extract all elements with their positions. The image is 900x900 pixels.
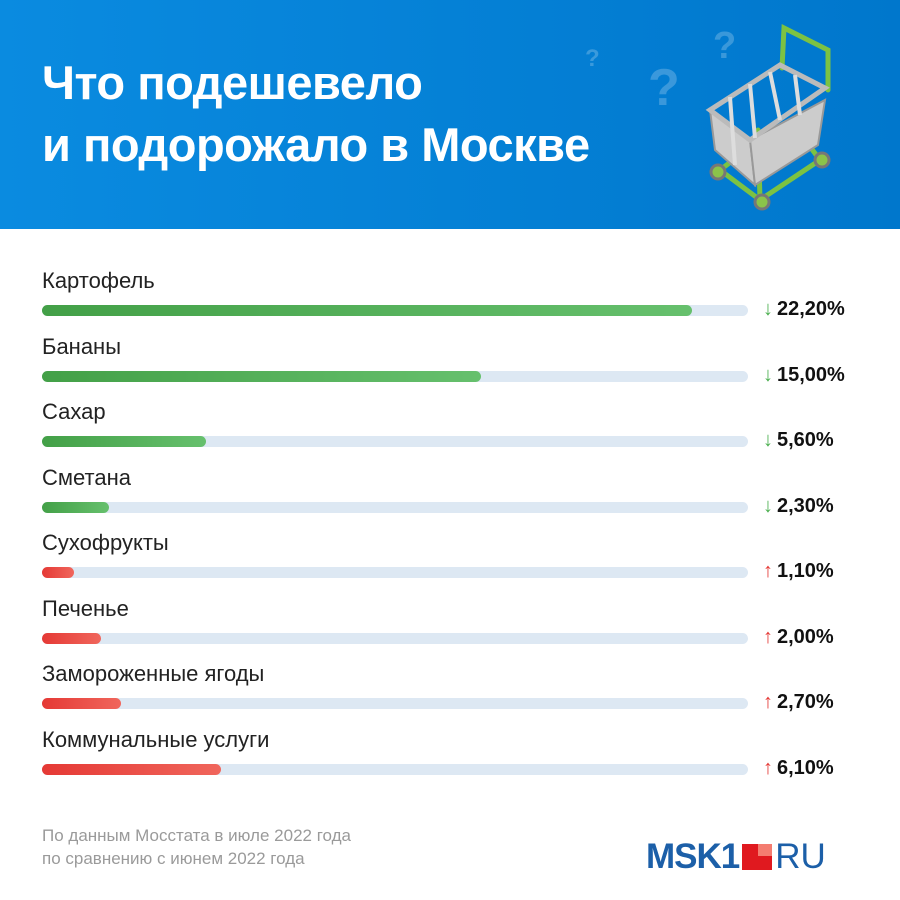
category-label: Замороженные ягоды (42, 661, 265, 686)
value-label: ↑ 2,00% (760, 626, 834, 649)
shopping-cart-icon (705, 24, 831, 211)
bar-track (42, 305, 748, 316)
category-label: Бананы (42, 333, 122, 359)
bar-track (42, 698, 748, 709)
arrow-down-icon: ↓ (763, 298, 773, 320)
bar-track (42, 436, 748, 447)
value-text: 2,70% (777, 691, 834, 713)
question-mark-icon: ? (713, 25, 737, 67)
category-label: Печенье (42, 595, 129, 621)
value-label: ↑ 1,10% (760, 560, 834, 583)
header-banner: Что подешевело и подорожало в Москве ? ?… (0, 0, 900, 229)
arrow-up-icon: ↑ (763, 756, 773, 779)
source-note: По данным Мосстата в июле 2022 года по с… (42, 824, 351, 870)
title-line-1: Что подешевело (42, 56, 423, 109)
bar (42, 632, 101, 644)
bar-track (42, 763, 748, 775)
source-line-2: по сравнению с июнем 2022 года (42, 849, 305, 868)
value-label: ↑ 6,10% (760, 757, 834, 780)
value-label: ↓ 2,30% (760, 495, 834, 518)
bar (42, 370, 482, 382)
arrow-up-icon: ↑ (763, 691, 773, 713)
value-label: ↑ 2,70% (760, 691, 834, 714)
bar (42, 501, 110, 513)
value-text: 5,60% (777, 429, 834, 451)
category-label: Картофель (42, 268, 155, 293)
bar (42, 763, 221, 775)
value-text: 22,20% (777, 298, 845, 320)
category-label: Сухофрукты (42, 530, 169, 555)
category-label: Сахар (42, 399, 106, 424)
bar (42, 698, 122, 709)
arrow-down-icon: ↓ (763, 429, 773, 451)
category-label: Коммунальные услуги (42, 726, 270, 752)
logo-text: MSK1 (646, 837, 740, 876)
value-text: 1,10% (777, 560, 834, 582)
page-title: Что подешевело и подорожало в Москве (42, 52, 590, 176)
value-text: 6,10% (777, 756, 834, 779)
question-mark-icon: ? (585, 45, 600, 72)
bar-track (42, 370, 748, 382)
value-text: 2,00% (777, 625, 834, 648)
question-mark-icon: ? (648, 59, 680, 117)
arrow-down-icon: ↓ (763, 494, 773, 517)
arrow-up-icon: ↑ (763, 625, 773, 648)
value-text: 15,00% (777, 363, 845, 386)
category-label: Сметана (42, 464, 131, 490)
bar (42, 436, 207, 447)
value-text: 2,30% (777, 494, 834, 517)
arrow-down-icon: ↓ (763, 363, 773, 386)
title-line-2: и подорожало в Москве (42, 118, 590, 171)
bar (42, 567, 75, 578)
bar-track (42, 567, 748, 578)
msk1-logo: MSK1 RU (646, 837, 826, 877)
value-label: ↓ 5,60% (760, 429, 834, 452)
value-label: ↓ 15,00% (760, 364, 845, 387)
arrow-up-icon: ↑ (763, 560, 773, 582)
bar-track (42, 501, 748, 513)
value-label: ↓ 22,20% (760, 298, 845, 321)
bar-track (42, 632, 748, 644)
source-line-1: По данным Мосстата в июле 2022 года (42, 826, 351, 845)
logo-suffix: RU (775, 837, 826, 876)
logo-square-icon (742, 844, 773, 870)
bar (42, 305, 693, 316)
